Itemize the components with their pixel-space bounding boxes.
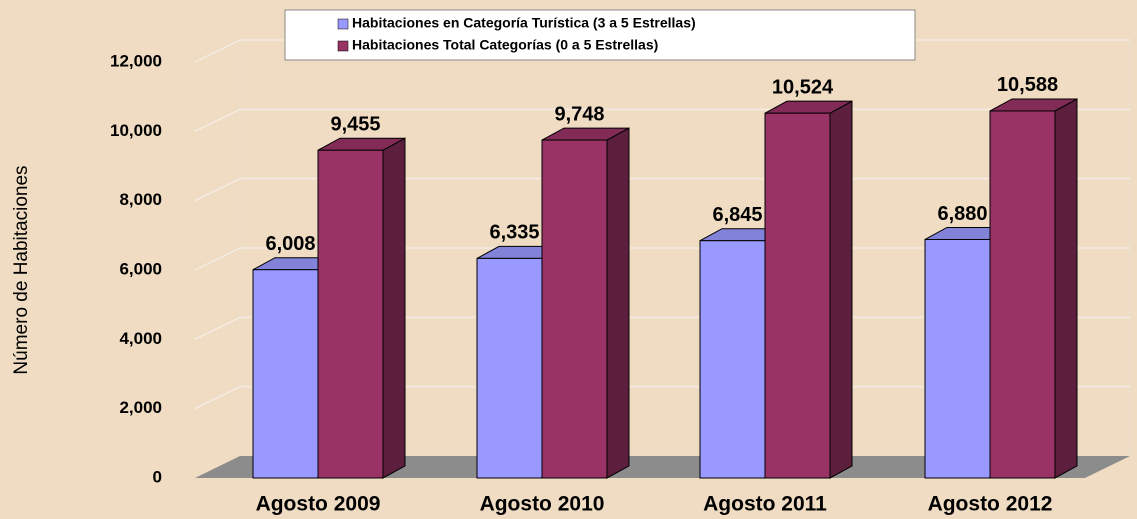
x-tick-label: Agosto 2010 bbox=[480, 493, 605, 516]
bar-front bbox=[924, 238, 991, 479]
y-axis-label: Número de Habitaciones bbox=[11, 165, 32, 374]
bar bbox=[317, 137, 406, 479]
y-tick-label: 0 bbox=[153, 467, 162, 486]
value-label: 9,748 bbox=[554, 103, 604, 125]
y-tick-label: 6,000 bbox=[119, 259, 162, 278]
bar-side bbox=[606, 127, 630, 479]
bar-side bbox=[829, 100, 853, 479]
value-label: 9,455 bbox=[330, 114, 380, 136]
bar bbox=[764, 100, 853, 479]
y-tick-label: 2,000 bbox=[119, 398, 162, 417]
x-tick-label: Agosto 2011 bbox=[703, 493, 827, 516]
value-label: 10,588 bbox=[997, 74, 1058, 96]
y-tick-label: 12,000 bbox=[110, 51, 162, 70]
legend-label: Habitaciones Total Categorías (0 a 5 Est… bbox=[352, 37, 658, 53]
bar-front bbox=[764, 112, 831, 479]
bar-front bbox=[989, 110, 1056, 479]
bar bbox=[541, 127, 630, 479]
value-label: 6,880 bbox=[937, 203, 987, 225]
bar-front bbox=[541, 139, 608, 479]
legend-swatch bbox=[337, 18, 349, 30]
y-tick-label: 4,000 bbox=[119, 329, 162, 348]
legend-swatch bbox=[337, 40, 349, 52]
bar-front bbox=[317, 149, 384, 479]
x-tick-label: Agosto 2009 bbox=[256, 493, 381, 516]
x-tick-label: Agosto 2012 bbox=[928, 493, 1053, 516]
bar-front bbox=[476, 257, 543, 479]
value-label: 6,845 bbox=[712, 204, 762, 226]
value-label: 6,008 bbox=[265, 233, 315, 255]
value-label: 6,335 bbox=[489, 222, 539, 244]
bar-side bbox=[1054, 98, 1078, 479]
bar-side bbox=[382, 137, 406, 479]
bar-front bbox=[699, 240, 766, 479]
floor bbox=[195, 456, 1130, 478]
legend-label: Habitaciones en Categoría Turística (3 a… bbox=[352, 15, 696, 31]
y-tick-label: 8,000 bbox=[119, 190, 162, 209]
bar-front bbox=[252, 269, 319, 479]
value-label: 10,524 bbox=[772, 76, 834, 98]
y-tick-label: 10,000 bbox=[110, 121, 162, 140]
bar bbox=[989, 98, 1078, 479]
legend-box bbox=[284, 9, 916, 61]
